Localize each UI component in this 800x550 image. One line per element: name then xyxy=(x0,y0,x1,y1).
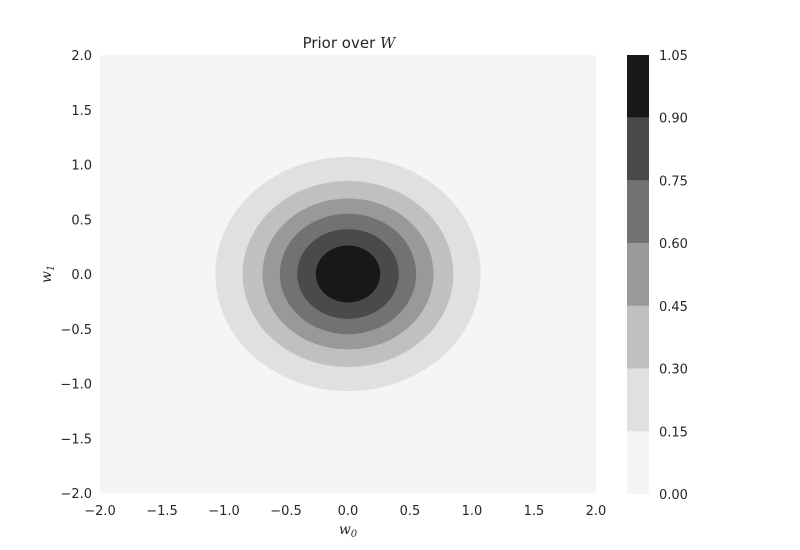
y-tick-label: −2.0 xyxy=(60,487,92,502)
colorbar-tick-label: 1.05 xyxy=(659,49,688,64)
x-tick-label: 2.0 xyxy=(586,504,607,519)
y-tick-label: 1.5 xyxy=(71,104,92,119)
y-tick-label: 0.0 xyxy=(71,268,92,283)
x-axis-label: w0 xyxy=(339,522,358,540)
colorbar-tick-label: 0.45 xyxy=(659,300,688,315)
x-tick-label: 0.0 xyxy=(338,504,359,519)
colorbar xyxy=(627,55,649,494)
x-tick-label: 0.5 xyxy=(400,504,421,519)
x-tick-label: −2.0 xyxy=(84,504,116,519)
chart-title: Prior over W xyxy=(303,34,397,52)
colorbar-segment-1 xyxy=(627,368,649,432)
y-tick-label: 1.0 xyxy=(71,159,92,174)
colorbar-segment-3 xyxy=(627,243,649,306)
x-tick-label: −1.5 xyxy=(146,504,178,519)
colorbar-tick-labels: 0.00 0.15 0.30 0.45 0.60 0.75 0.90 1.05 xyxy=(659,49,688,503)
colorbar-tick-label: 0.30 xyxy=(659,363,688,378)
colorbar-tick-label: 0.75 xyxy=(659,174,688,189)
x-tick-labels: −2.0 −1.5 −1.0 −0.5 0.0 0.5 1.0 1.5 2.0 xyxy=(84,504,606,519)
contour-band-5 xyxy=(315,245,381,303)
x-tick-label: 1.5 xyxy=(524,504,545,519)
contour-group xyxy=(215,156,481,392)
colorbar-segment-6 xyxy=(627,55,649,118)
y-axis-label: w1 xyxy=(39,265,57,283)
colorbar-segment-4 xyxy=(627,180,649,244)
colorbar-tick-label: 0.00 xyxy=(659,488,688,503)
y-tick-labels: −2.0 −1.5 −1.0 −0.5 0.0 0.5 1.0 1.5 2.0 xyxy=(60,49,92,502)
x-tick-label: −0.5 xyxy=(270,504,302,519)
colorbar-segment-5 xyxy=(627,117,649,181)
x-tick-label: 1.0 xyxy=(462,504,483,519)
y-tick-label: −0.5 xyxy=(60,323,92,338)
colorbar-segment-2 xyxy=(627,305,649,369)
y-tick-label: −1.5 xyxy=(60,432,92,447)
colorbar-tick-label: 0.15 xyxy=(659,425,688,440)
x-tick-label: −1.0 xyxy=(208,504,240,519)
colorbar-tick-label: 0.60 xyxy=(659,237,688,252)
y-tick-label: −1.0 xyxy=(60,378,92,393)
colorbar-segment-0 xyxy=(627,431,649,494)
y-tick-label: 0.5 xyxy=(71,213,92,228)
y-tick-label: 2.0 xyxy=(71,49,92,64)
colorbar-tick-label: 0.90 xyxy=(659,112,688,127)
